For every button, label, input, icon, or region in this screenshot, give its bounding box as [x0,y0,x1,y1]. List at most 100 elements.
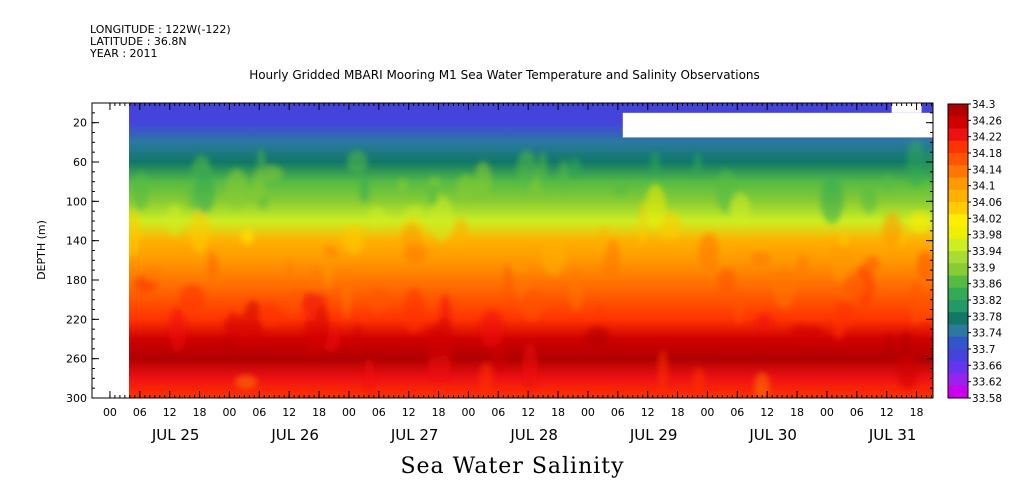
year-label: YEAR : 2011 [90,47,158,60]
variation-blob [837,232,849,247]
x-tick-label: 12 [163,406,177,419]
colorbar-label: 34.18 [972,148,1002,160]
variation-blob [773,269,796,309]
variation-blob [568,157,582,178]
y-tick-label: 300 [66,392,87,405]
x-tick-label: 06 [372,406,386,419]
colorbar-label: 33.82 [972,295,1002,307]
x-tick-label: 00 [820,406,834,419]
x-tick-label: 00 [461,406,475,419]
x-day-label: JUL 31 [868,426,917,444]
variation-blob [479,310,505,349]
x-tick-label: 12 [282,406,296,419]
bottom-title: Sea Water Salinity [400,454,625,479]
variation-blob [304,319,315,358]
colorbar-swatch [948,116,968,129]
variation-blob [834,299,856,329]
x-day-label: JUL 27 [390,426,439,444]
x-day-label: JUL 30 [748,426,797,444]
variation-blob [650,152,660,176]
colorbar-swatch [948,300,968,313]
x-tick-label: 12 [402,406,416,419]
variation-blob [882,211,902,250]
variation-blob [585,326,610,347]
variation-blob [343,225,364,255]
variation-blob [916,250,933,280]
variation-blob [645,184,666,228]
colorbar-swatch [948,263,968,276]
y-tick-label: 60 [73,156,87,169]
colorbar-swatch [948,336,968,350]
variation-blob [519,289,545,321]
colorbar-label: 33.98 [972,230,1002,242]
variation-blob [491,344,508,372]
x-tick-label: 12 [760,406,774,419]
variation-blob [478,362,494,395]
variation-blob [733,295,745,324]
colorbar-label: 33.9 [972,262,995,274]
variation-blob [831,235,852,277]
variation-blob [456,174,476,202]
variation-blob [474,161,492,197]
variation-blob [428,195,454,242]
colorbar-swatch [948,312,968,325]
variation-blob [129,209,142,258]
y-tick-label: 220 [66,313,87,326]
variation-blob [225,168,248,210]
variation-blob [243,300,263,344]
variation-blob [516,150,537,188]
variation-blob [403,288,425,334]
variation-blob [504,263,512,303]
variation-blob [717,268,736,295]
data-gap [891,103,922,113]
colorbar-label: 34.06 [972,197,1002,209]
x-tick-label: 18 [551,406,565,419]
longitude-label: LONGITUDE : 122W(-122) [90,23,231,36]
variation-blob [612,181,628,197]
salinity-variation [129,139,933,398]
variation-blob [900,331,911,355]
colorbar-swatch [948,361,968,374]
colorbar-swatch [948,128,968,142]
variation-blob [353,323,362,354]
variation-blob [368,288,388,314]
variation-blob [341,272,353,319]
variation-blob [208,251,216,278]
plot-area [129,103,933,398]
variation-blob [315,304,329,347]
colorbar-swatch [948,165,968,178]
variation-blob [730,193,751,226]
variation-blob [427,353,452,381]
colorbar-swatch [948,385,968,399]
colorbar-swatch [948,287,968,301]
variation-blob [603,239,621,284]
variation-blob [179,285,205,312]
variation-blob [259,302,281,327]
variation-blob [910,279,922,326]
x-tick-label: 12 [521,406,535,419]
x-tick-label: 18 [312,406,326,419]
variation-blob [224,314,250,337]
x-day-label: JUL 26 [270,426,319,444]
x-tick-label: 12 [880,406,894,419]
x-tick-label: 06 [730,406,744,419]
variation-blob [429,176,441,189]
x-tick-label: 06 [850,406,864,419]
colorbar-label: 33.74 [972,328,1002,340]
colorbar-swatch [948,238,968,252]
variation-blob [791,324,810,338]
y-axis-label: DEPTH (m) [35,220,48,280]
variation-blob [698,232,719,271]
variation-blob [861,186,878,214]
colorbar-swatch [948,349,968,362]
x-tick-label: 00 [581,406,595,419]
variation-blob [885,333,894,354]
variation-blob [537,152,548,188]
y-tick-label: 20 [73,117,87,130]
data-gap [622,112,933,138]
colorbar-swatch [948,104,968,117]
x-tick-label: 00 [700,406,714,419]
x-day-label: JUL 28 [509,426,558,444]
variation-blob [166,204,183,236]
